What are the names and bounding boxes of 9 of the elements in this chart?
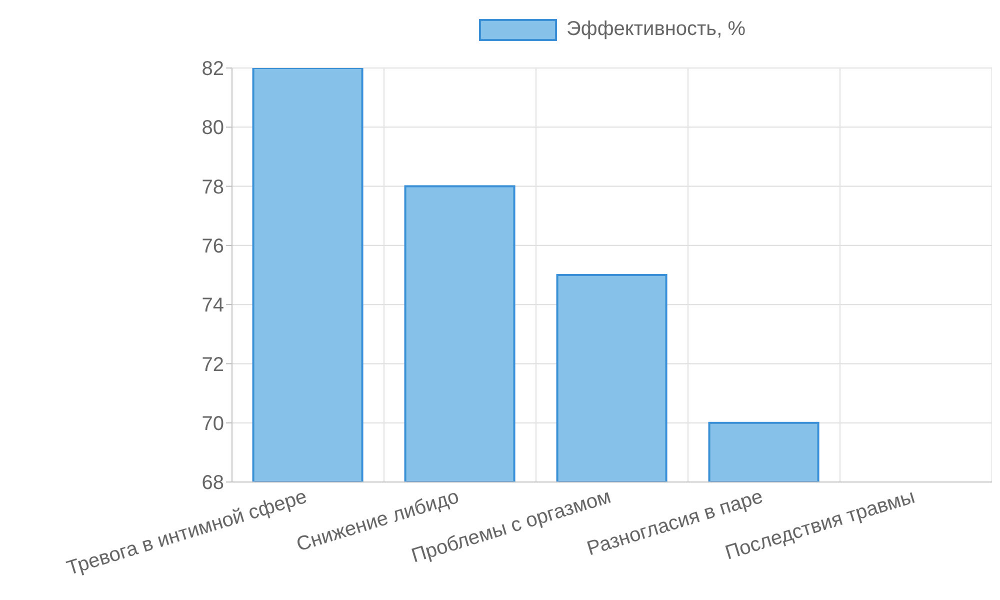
y-tick-label: 72 xyxy=(202,354,224,376)
y-tick-label: 80 xyxy=(202,117,224,140)
legend-label: Эффективность, % xyxy=(566,18,746,41)
y-tick-label: 74 xyxy=(202,294,224,317)
y-tick-label: 70 xyxy=(202,412,224,435)
y-tick-label: 68 xyxy=(202,472,224,494)
y-tick-label: 76 xyxy=(202,236,224,258)
y-tick-label: 78 xyxy=(202,176,224,198)
y-tick-label: 82 xyxy=(202,58,224,80)
